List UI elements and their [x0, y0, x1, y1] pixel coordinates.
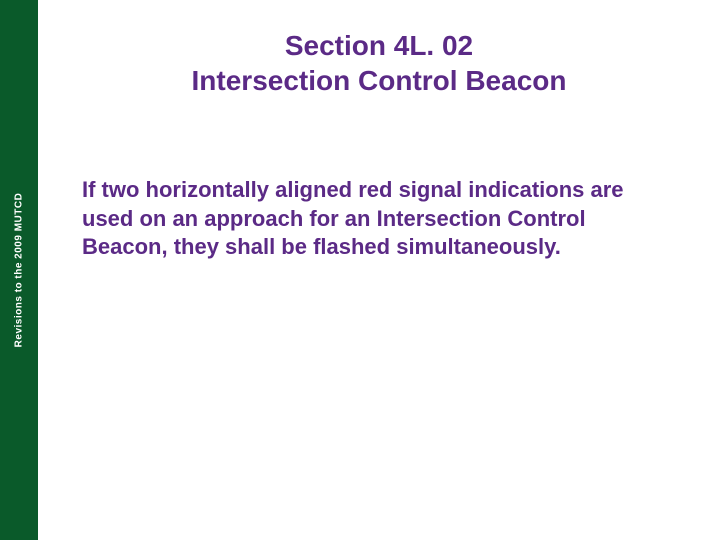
slide-content: Section 4L. 02 Intersection Control Beac… — [38, 0, 720, 540]
sidebar: Revisions to the 2009 MUTCD — [0, 0, 38, 540]
heading-line-2: Intersection Control Beacon — [78, 63, 680, 98]
sidebar-label: Revisions to the 2009 MUTCD — [14, 193, 25, 348]
heading-line-1: Section 4L. 02 — [78, 28, 680, 63]
slide-heading: Section 4L. 02 Intersection Control Beac… — [78, 28, 680, 98]
slide-body: If two horizontally aligned red signal i… — [78, 176, 680, 262]
